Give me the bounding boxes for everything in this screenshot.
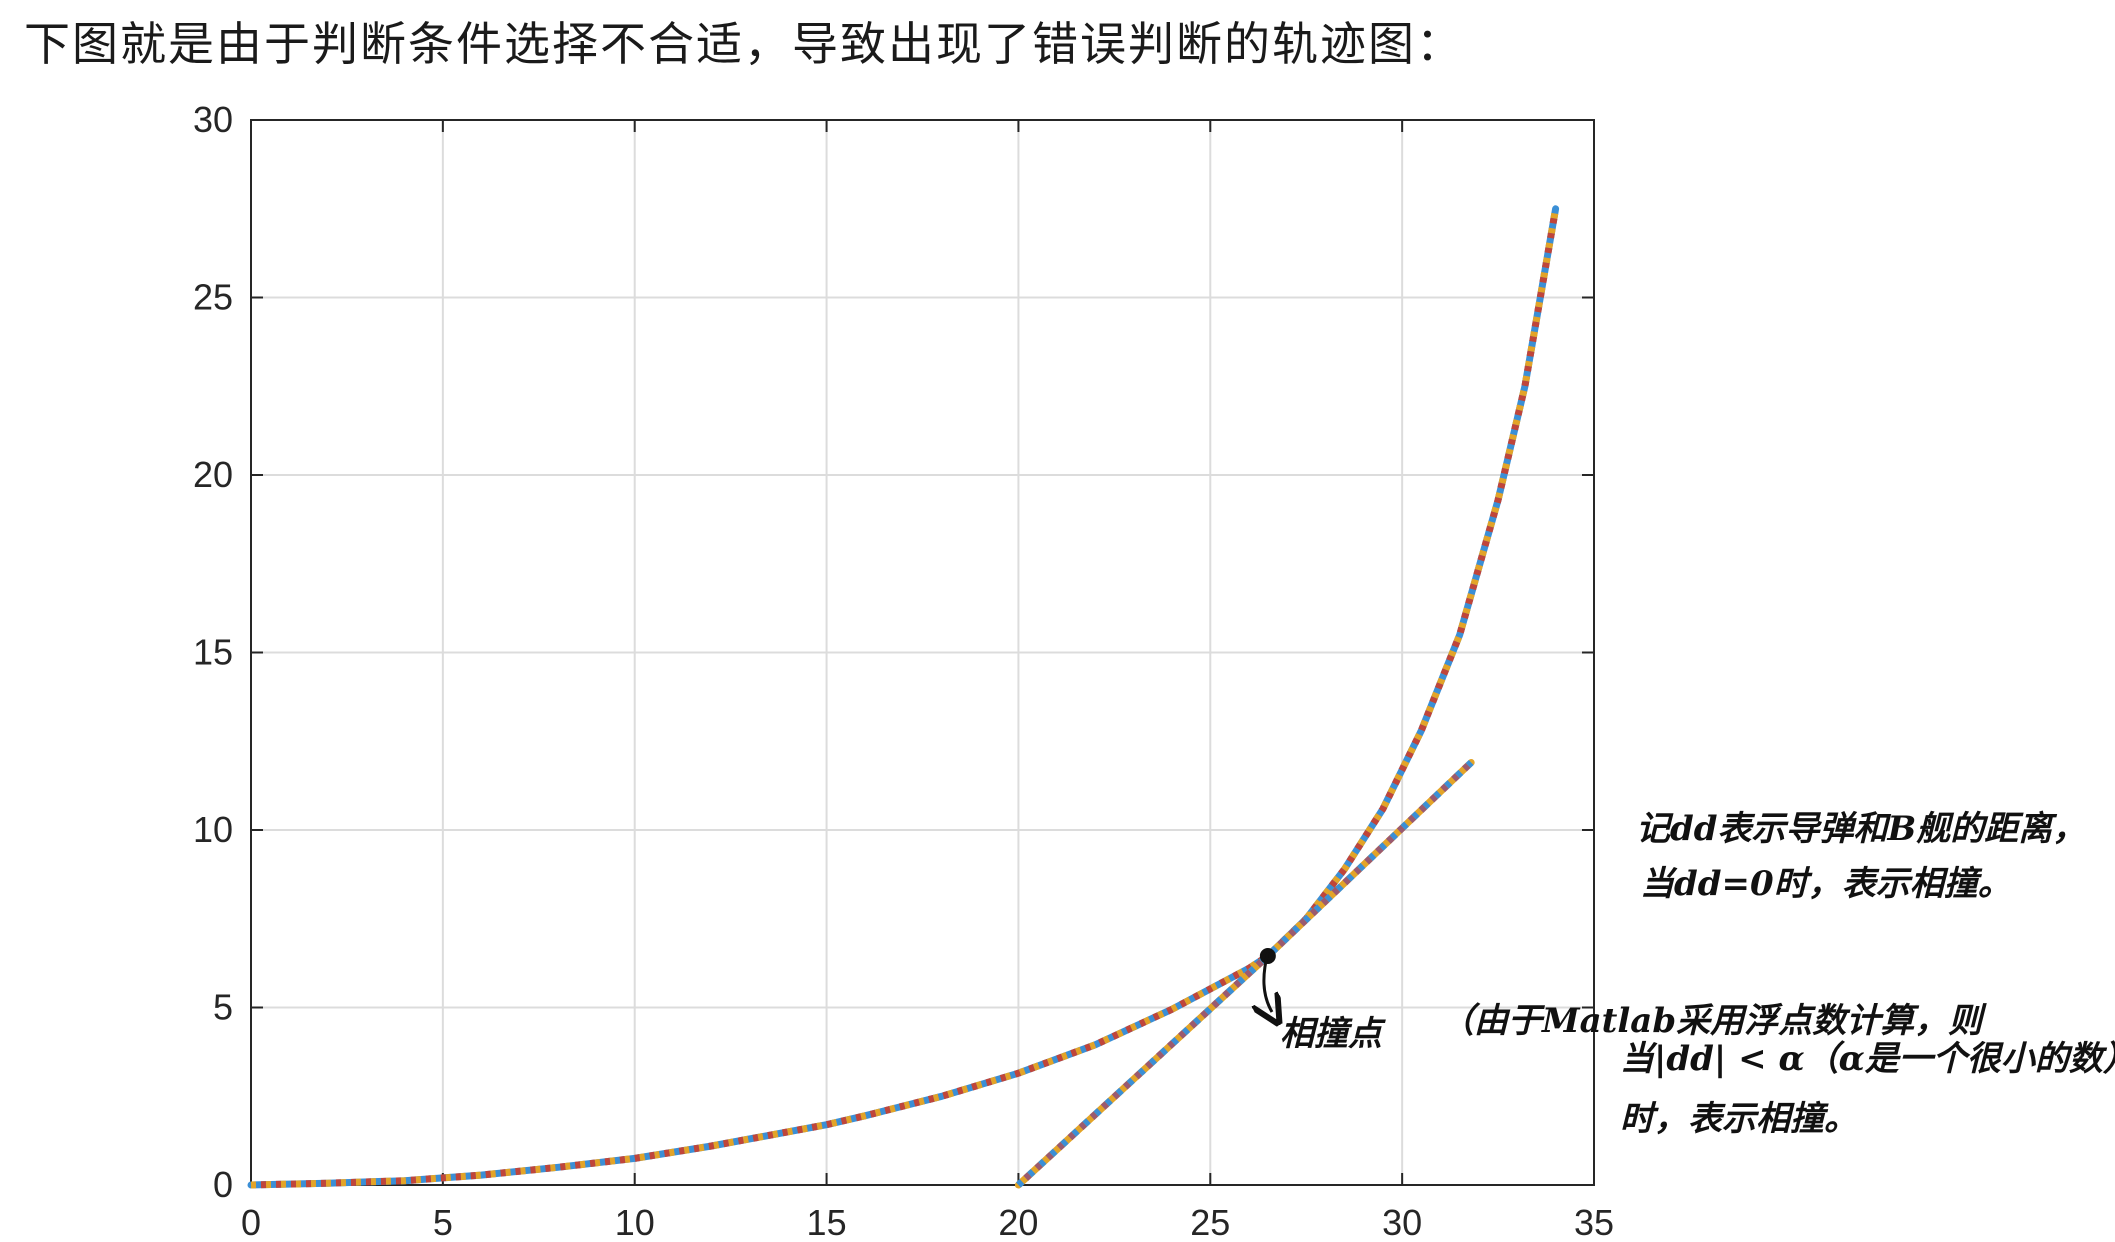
y-tick-label-3: 15: [193, 632, 233, 673]
x-tick-label-3: 15: [807, 1202, 847, 1242]
x-tick-label-5: 25: [1190, 1202, 1230, 1242]
grid-lines: [251, 120, 1594, 1185]
note-float-line2: 当|dd| < α（α是一个很小的数）: [1620, 1039, 2115, 1079]
y-tick-label-0: 0: [213, 1164, 233, 1205]
x-tick-label-6: 30: [1382, 1202, 1422, 1242]
collision-arrow: [1264, 951, 1272, 1012]
note-distance-definition: 记dd表示导弹和B舰的距离，: [1636, 809, 2086, 849]
y-tick-label-5: 25: [193, 277, 233, 318]
note-collision-condition: 当dd=0时，表示相撞。: [1640, 864, 2012, 904]
note-float-line1: （由于Matlab采用浮点数计算，则: [1440, 1001, 1987, 1041]
y-tick-label-4: 20: [193, 454, 233, 495]
x-tick-label-1: 5: [433, 1202, 453, 1242]
y-axis-ticks: 0 5 10 15 20 25 30: [193, 99, 1594, 1205]
x-tick-label-7: 35: [1574, 1202, 1614, 1242]
series-line-1: [1014, 759, 1475, 1189]
x-tick-label-4: 20: [998, 1202, 1038, 1242]
series-line-0: [247, 205, 1560, 1189]
y-tick-label-6: 30: [193, 99, 233, 140]
page-caption: 下图就是由于判断条件选择不合适，导致出现了错误判断的轨迹图：: [24, 17, 1464, 71]
collision-point-label: 相撞点: [1280, 1014, 1386, 1054]
y-tick-label-2: 10: [193, 809, 233, 850]
x-axis-ticks: 0 5 10 15 20 25 30 35: [241, 120, 1614, 1242]
x-tick-label-0: 0: [241, 1202, 261, 1242]
y-tick-label-1: 5: [213, 987, 233, 1028]
note-float-line3: 时，表示相撞。: [1620, 1099, 1858, 1139]
annotation-layer: 记dd表示导弹和B舰的距离， 当dd=0时，表示相撞。 相撞点 （由于Matla…: [1264, 809, 2115, 1139]
x-tick-label-2: 10: [615, 1202, 655, 1242]
